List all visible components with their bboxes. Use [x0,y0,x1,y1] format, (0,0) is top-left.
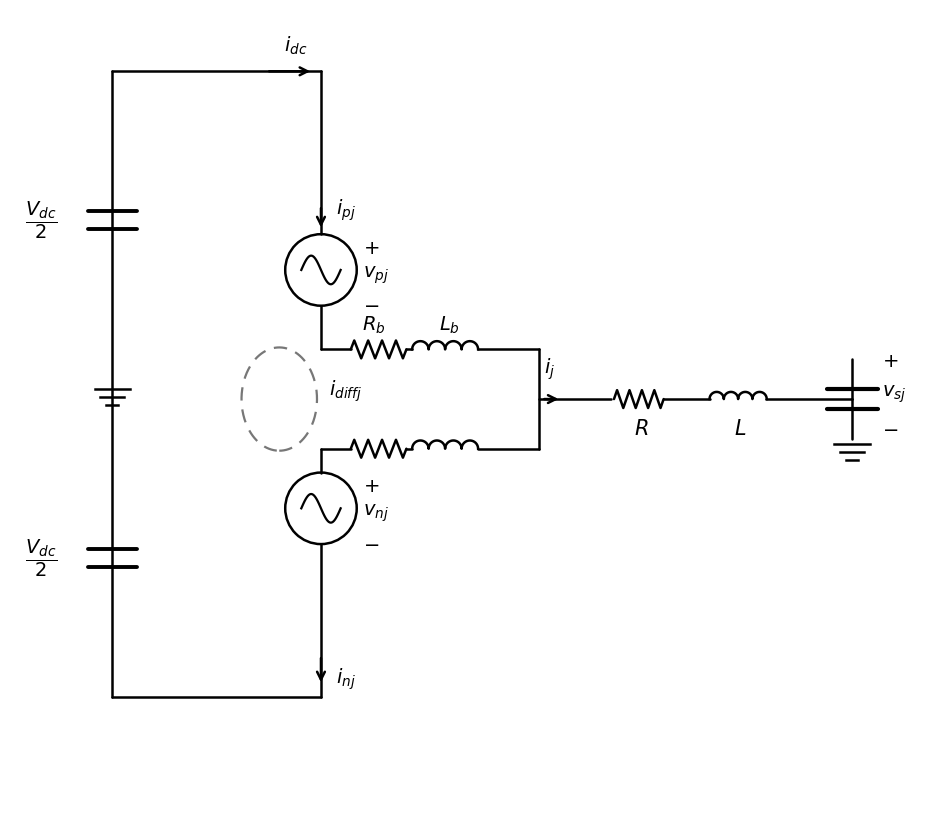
Text: $-$: $-$ [362,534,378,553]
Text: $R$: $R$ [633,419,647,439]
Text: $-$: $-$ [882,419,897,438]
Text: $i_{diffj}$: $i_{diffj}$ [328,378,362,404]
Text: $i_{dc}$: $i_{dc}$ [285,35,308,57]
Text: $i_{pj}$: $i_{pj}$ [336,197,355,223]
Text: $L$: $L$ [733,419,745,439]
Text: $+$: $+$ [882,352,897,371]
Text: $v_{nj}$: $v_{nj}$ [362,503,388,524]
Text: $+$: $+$ [362,477,378,496]
Text: $v_{sj}$: $v_{sj}$ [882,383,906,405]
Text: $i_{nj}$: $i_{nj}$ [336,667,355,692]
Text: $\dfrac{V_{dc}}{2}$: $\dfrac{V_{dc}}{2}$ [25,537,57,579]
Text: $+$: $+$ [362,238,378,258]
Text: $\dfrac{V_{dc}}{2}$: $\dfrac{V_{dc}}{2}$ [25,200,57,241]
Text: $R_b$: $R_b$ [362,315,385,337]
Text: $L_b$: $L_b$ [438,315,459,337]
Text: $i_j$: $i_j$ [544,357,555,382]
Text: $-$: $-$ [362,295,378,314]
Text: $v_{pj}$: $v_{pj}$ [362,265,388,286]
